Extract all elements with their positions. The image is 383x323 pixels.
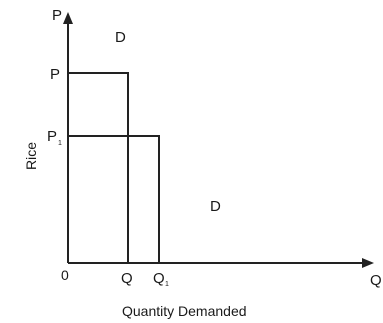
price-label-p1: P xyxy=(47,128,57,145)
x-axis-arrowhead xyxy=(362,258,374,268)
demand-label-top: D xyxy=(115,29,126,46)
price-label-p1-subscript: 1 xyxy=(58,140,62,147)
y-axis-top-label: P xyxy=(52,7,62,24)
y-axis-title: Rice xyxy=(23,142,39,170)
origin-label: 0 xyxy=(61,267,69,283)
x-axis-end-label: Q xyxy=(370,272,382,289)
demand-label-bottom: D xyxy=(210,198,221,215)
price-label-p: P xyxy=(50,66,60,83)
y-axis-arrowhead xyxy=(63,12,73,24)
qty-label-q1: Q xyxy=(153,270,165,287)
price-quantity-box-1 xyxy=(68,72,129,263)
price-quantity-box-2 xyxy=(68,135,160,263)
x-axis-title: Quantity Demanded xyxy=(122,303,247,319)
qty-label-q1-subscript: 1 xyxy=(165,281,169,288)
qty-label-q: Q xyxy=(121,270,133,287)
